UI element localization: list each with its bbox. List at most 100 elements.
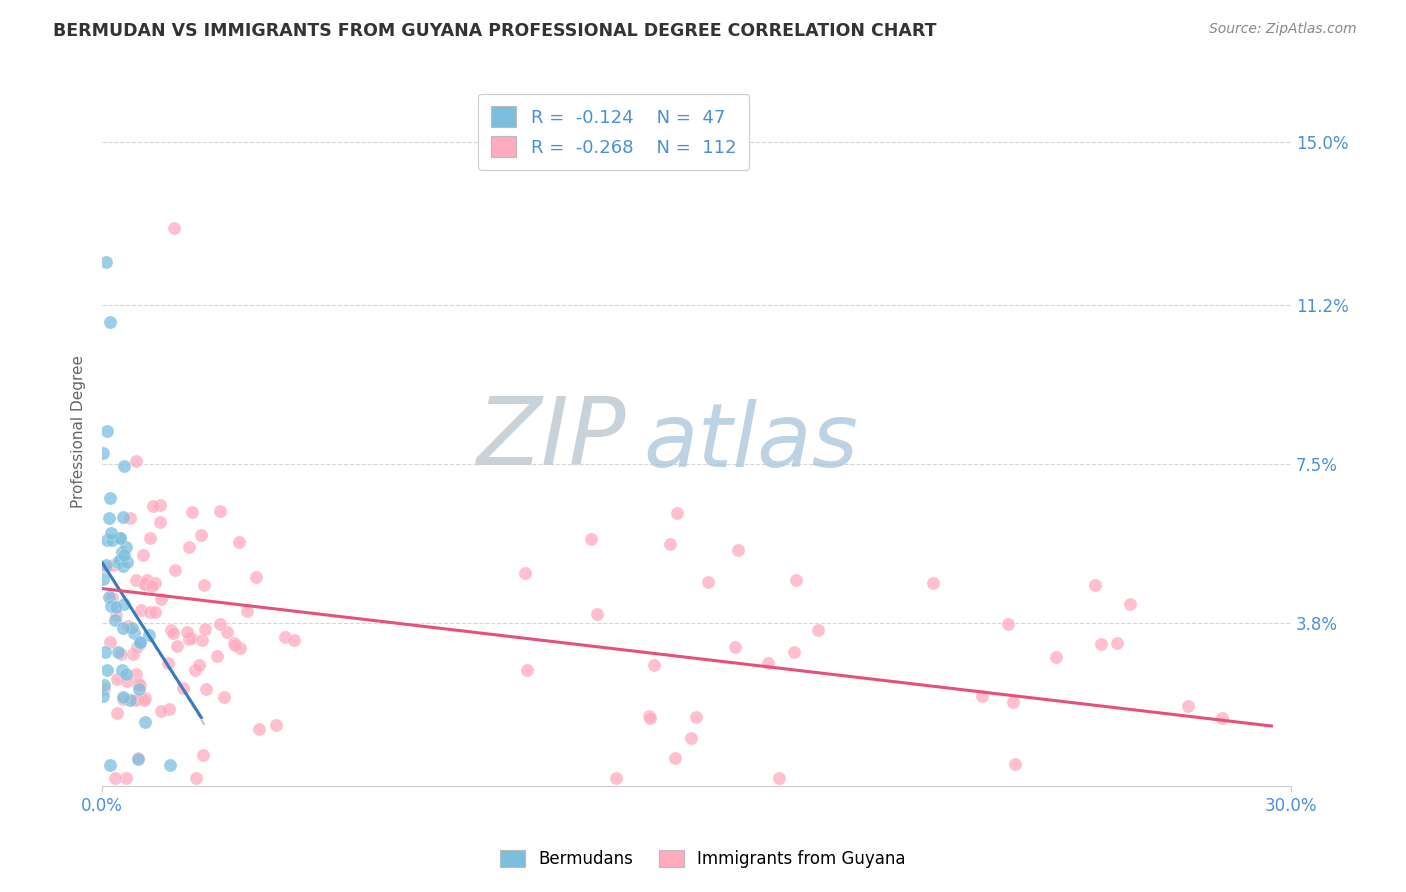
Point: [111, 559, 134, 574]
Point: [149, 592, 172, 607]
Point: [273, 630, 295, 644]
Point: [120, 511, 142, 525]
Point: [134, 691, 156, 706]
Point: [193, 747, 215, 762]
Point: [107, 645, 129, 659]
Point: [208, 504, 231, 518]
Point: [159, 624, 181, 638]
Point: [1119, 597, 1142, 611]
Point: [120, 693, 142, 707]
Point: [111, 621, 134, 635]
Point: [229, 641, 252, 656]
Point: [111, 663, 134, 677]
Point: [141, 579, 163, 593]
Point: [183, 663, 205, 677]
Point: [128, 635, 150, 649]
Point: [1045, 649, 1067, 664]
Point: [96, 425, 118, 439]
Point: [166, 639, 188, 653]
Point: [134, 714, 156, 729]
Point: [727, 543, 749, 558]
Point: [112, 548, 135, 562]
Point: [139, 605, 162, 619]
Point: [100, 526, 122, 541]
Point: [581, 532, 603, 546]
Point: [115, 540, 138, 554]
Point: [245, 570, 267, 584]
Point: [121, 621, 143, 635]
Point: [132, 576, 155, 591]
Point: [643, 657, 665, 672]
Point: [105, 672, 128, 686]
Point: [188, 658, 211, 673]
Point: [96, 663, 118, 677]
Point: [111, 544, 134, 558]
Point: [125, 691, 148, 706]
Point: [224, 638, 246, 652]
Point: [104, 608, 127, 623]
Point: [264, 718, 287, 732]
Point: [93, 681, 115, 696]
Point: [659, 537, 682, 551]
Point: [129, 602, 152, 616]
Text: Source: ZipAtlas.com: Source: ZipAtlas.com: [1209, 22, 1357, 37]
Point: [176, 624, 198, 639]
Point: [193, 577, 215, 591]
Point: [215, 625, 238, 640]
Point: [157, 656, 180, 670]
Point: [1084, 578, 1107, 592]
Point: [122, 625, 145, 640]
Point: [125, 454, 148, 468]
Point: [110, 647, 132, 661]
Point: [190, 527, 212, 541]
Point: [697, 574, 720, 589]
Point: [516, 663, 538, 677]
Point: [96, 533, 118, 548]
Point: [98, 757, 121, 772]
Text: BERMUDAN VS IMMIGRANTS FROM GUYANA PROFESSIONAL DEGREE CORRELATION CHART: BERMUDAN VS IMMIGRANTS FROM GUYANA PROFE…: [53, 22, 936, 40]
Point: [782, 645, 804, 659]
Point: [177, 632, 200, 647]
Point: [114, 771, 136, 785]
Point: [159, 757, 181, 772]
Point: [1001, 695, 1024, 709]
Point: [513, 566, 536, 580]
Point: [104, 771, 127, 785]
Point: [605, 771, 627, 785]
Point: [127, 750, 149, 764]
Point: [125, 573, 148, 587]
Point: [194, 623, 217, 637]
Point: [127, 752, 149, 766]
Point: [132, 692, 155, 706]
Point: [111, 691, 134, 706]
Point: [96, 558, 118, 572]
Point: [148, 515, 170, 529]
Point: [236, 603, 259, 617]
Point: [143, 605, 166, 619]
Point: [1211, 711, 1233, 725]
Point: [205, 648, 228, 663]
Point: [96, 560, 118, 574]
Legend: Bermudans, Immigrants from Guyana: Bermudans, Immigrants from Guyana: [494, 843, 912, 875]
Point: [111, 509, 134, 524]
Point: [586, 607, 609, 622]
Point: [162, 626, 184, 640]
Point: [195, 681, 218, 696]
Point: [112, 597, 135, 611]
Point: [180, 505, 202, 519]
Point: [756, 656, 779, 670]
Point: [723, 640, 745, 655]
Point: [997, 617, 1019, 632]
Point: [785, 573, 807, 587]
Point: [107, 555, 129, 569]
Point: [98, 590, 121, 604]
Point: [112, 459, 135, 474]
Y-axis label: Professional Degree: Professional Degree: [72, 355, 86, 508]
Point: [1105, 636, 1128, 650]
Point: [228, 535, 250, 549]
Point: [191, 633, 214, 648]
Point: [100, 599, 122, 614]
Point: [1004, 756, 1026, 771]
Point: [149, 705, 172, 719]
Point: [247, 723, 270, 737]
